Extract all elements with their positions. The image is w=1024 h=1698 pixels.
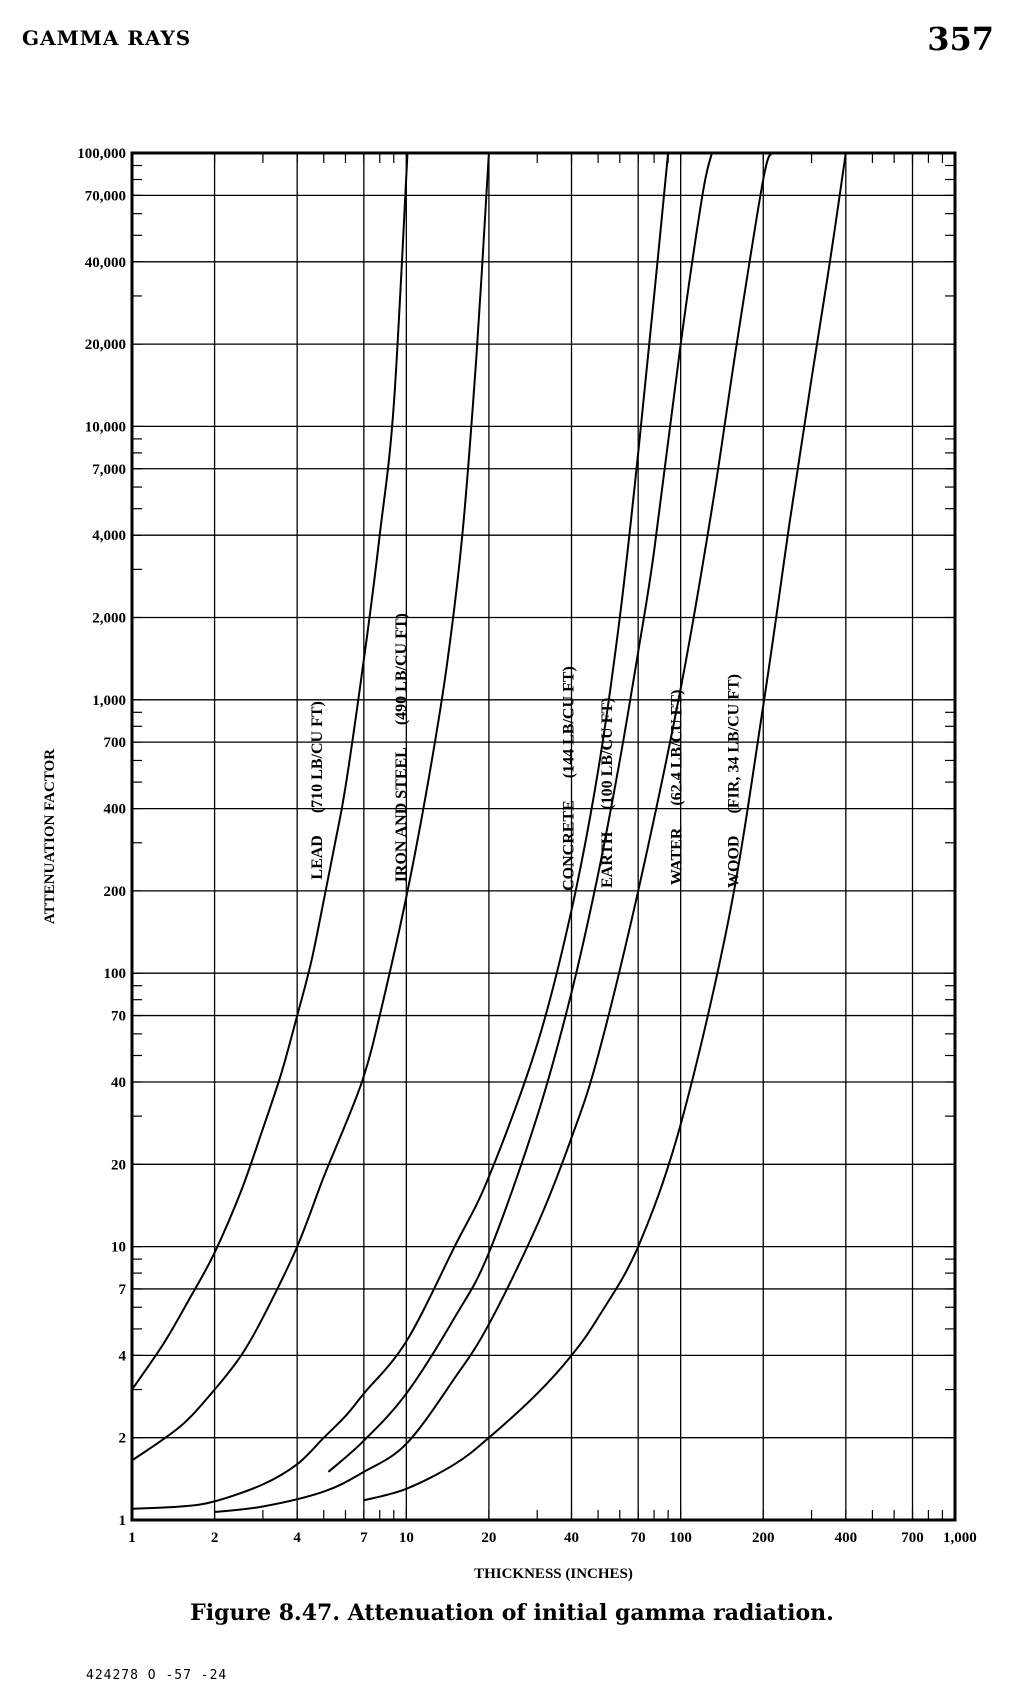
y-tick-label: 2,000 [92,610,126,626]
y-axis-title: ATTENUATION FACTOR [42,749,58,924]
x-tick-label: 20 [481,1530,496,1546]
x-tick-label: 1,000 [943,1530,977,1546]
running-head: GAMMA RAYS [22,26,192,50]
y-tick-label: 1 [119,1513,127,1529]
x-tick-label: 400 [835,1530,858,1546]
series-label-lead: LEAD(710 LB/CU FT) [309,701,326,879]
series-label-wood: WOOD(FIR, 34 LB/CU FT) [726,674,743,888]
y-tick-label: 100 [104,966,127,982]
figure-caption: Figure 8.47. Attenuation of initial gamm… [190,1600,834,1626]
x-tick-label: 40 [564,1530,579,1546]
y-tick-label: 4,000 [92,528,126,544]
y-tick-label: 7,000 [92,462,126,478]
y-tick-label: 400 [104,802,127,818]
y-tick-label: 700 [104,735,127,751]
x-tick-label: 700 [901,1530,924,1546]
page-number: 357 [927,20,994,58]
y-tick-label: 70,000 [85,188,126,204]
x-axis-title: THICKNESS (INCHES) [474,1566,633,1582]
y-tick-label: 7 [119,1282,127,1298]
series-line-water [214,153,773,1513]
x-tick-label: 100 [669,1530,692,1546]
y-tick-label: 4 [119,1348,127,1364]
y-tick-label: 40,000 [85,255,126,271]
y-tick-label: 20 [111,1157,126,1173]
series-label-water: WATER(62.4 LB/CU FT) [668,690,685,886]
y-tick-label: 20,000 [85,337,126,353]
series-line-concrete [132,153,670,1510]
series-line-earth [327,153,713,1473]
series-label-earth: EARTH(100 LB/CU FT) [599,698,616,888]
y-tick-label: 2 [119,1431,127,1447]
y-tick-label: 200 [104,884,127,900]
series-line-iron-and-steel [132,153,490,1462]
y-tick-label: 1,000 [92,693,126,709]
y-tick-label: 100,000 [77,146,126,162]
series-label-concrete: CONCRETE(144 LB/CU FT) [560,666,577,891]
x-tick-label: 4 [293,1530,301,1546]
series-line-lead [132,153,409,1391]
x-tick-label: 70 [631,1530,646,1546]
plot-frame [130,151,957,1522]
y-tick-label: 70 [111,1009,126,1025]
x-tick-label: 200 [752,1530,775,1546]
series-label-iron-and-steel: IRON AND STEEL(490 LB/CU FT) [393,613,410,882]
y-tick-label: 10,000 [85,419,126,435]
y-tick-label: 10 [111,1240,126,1256]
print-code: 424278 O -57 -24 [86,1668,228,1683]
x-tick-label: 2 [211,1530,219,1546]
x-tick-label: 10 [399,1530,414,1546]
y-tick-label: 40 [111,1075,126,1091]
series-line-wood [363,153,847,1502]
x-tick-label: 1 [128,1530,136,1546]
x-tick-label: 7 [360,1530,368,1546]
